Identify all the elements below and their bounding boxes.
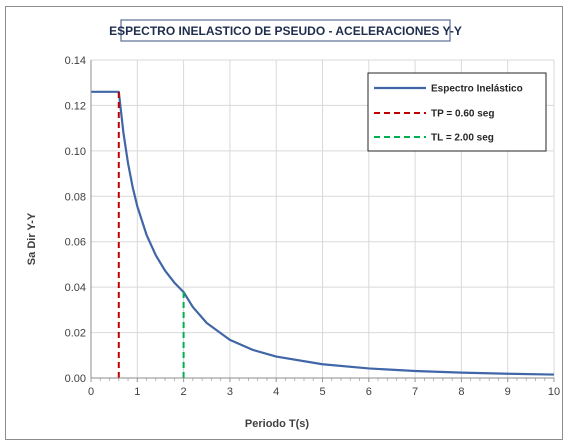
series-line-espectro [91,90,555,376]
x-tick-label: 2 [181,386,187,398]
y-tick-label: 0.00 [65,373,86,385]
legend-label-espectro: Espectro Inelástico [431,84,523,95]
series-layer [91,90,555,378]
y-tick-label: 0.04 [65,282,86,294]
y-tick-label: 0.10 [65,146,86,158]
x-tick-label: 4 [273,386,279,398]
y-tick-label: 0.06 [65,237,86,249]
x-tick-label: 1 [134,386,140,398]
y-axis-title: Sa Dir Y-Y [26,212,38,265]
x-tick-label: 10 [548,386,560,398]
y-tick-label: 0.14 [65,55,86,67]
grid [90,59,555,379]
legend-label-tl: TL = 2.00 seg [431,133,494,144]
chart-title: ESPECTRO INELASTICO DE PSEUDO - ACELERAC… [109,24,462,38]
x-tick-label: 5 [319,386,325,398]
x-tick-label: 7 [412,386,418,398]
x-tick-label: 9 [505,386,511,398]
y-tick-label: 0.12 [65,100,86,112]
y-tick-label: 0.08 [65,191,86,203]
chart-svg: 0.00 0.02 0.04 0.06 0.08 0.10 0.12 0.14 0 1 2 3 4 5 6 7… [26,19,561,430]
chart-frame: 0.00 0.02 0.04 0.06 0.08 0.10 0.12 0.14 0 1 2 3 4 5 6 7… [5,6,563,440]
axes: 0.00 0.02 0.04 0.06 0.08 0.10 0.12 0.14 0 1 2 3 4 5 6 7… [65,55,561,398]
y-tick-label: 0.02 [65,328,86,340]
x-tick-label: 8 [458,386,464,398]
legend: Espectro Inelástico TP = 0.60 seg TL = 2… [367,72,547,152]
x-tick-label: 6 [366,386,372,398]
x-tick-label: 3 [227,386,233,398]
chart-title-box: ESPECTRO INELASTICO DE PSEUDO - ACELERAC… [109,19,462,42]
x-tick-label: 0 [88,386,94,398]
x-axis-title: Periodo T(s) [245,418,310,430]
legend-label-tp: TP = 0.60 seg [431,109,494,120]
